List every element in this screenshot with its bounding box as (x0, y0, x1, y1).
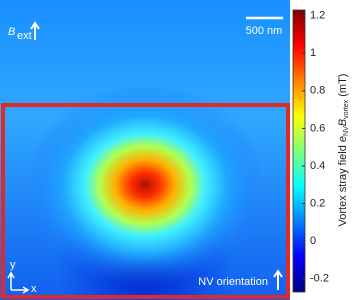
tick-label: 0 (310, 235, 316, 247)
colorbar (292, 9, 306, 293)
field-sub: ext (17, 30, 32, 42)
tick-label: 0.6 (310, 122, 325, 134)
nv-label: NV orientation (198, 276, 268, 288)
colorbar-label-part: NV (343, 126, 350, 136)
colorbar-label: Vortex stray field eNVBvortex (mT) (337, 74, 350, 227)
tick-label: 1 (310, 47, 316, 59)
scale-label: 500 nm (246, 25, 283, 37)
axis-x-label: x (31, 283, 37, 295)
colorbar-label-part: vortex (343, 99, 350, 119)
axes-arrows (7, 271, 30, 294)
nv-arrow (273, 269, 283, 290)
field-arrow (30, 21, 40, 40)
colorbar-label-part: (mT) (337, 74, 349, 100)
tick-label: 1.2 (310, 10, 325, 22)
tick-label: -0.2 (310, 273, 329, 285)
colorbar-label-part: Vortex stray field (337, 142, 349, 226)
highlight-box (1, 103, 290, 299)
tick-label: 0.2 (310, 198, 325, 210)
field-label: B (8, 26, 15, 38)
tick-label: 0.8 (310, 85, 325, 97)
axis-y-label: y (10, 259, 16, 271)
colorbar-label-part: e (337, 136, 349, 142)
field-map (0, 0, 290, 300)
colorbar-label-part: B (337, 119, 349, 126)
tick-label: 0.4 (310, 160, 325, 172)
